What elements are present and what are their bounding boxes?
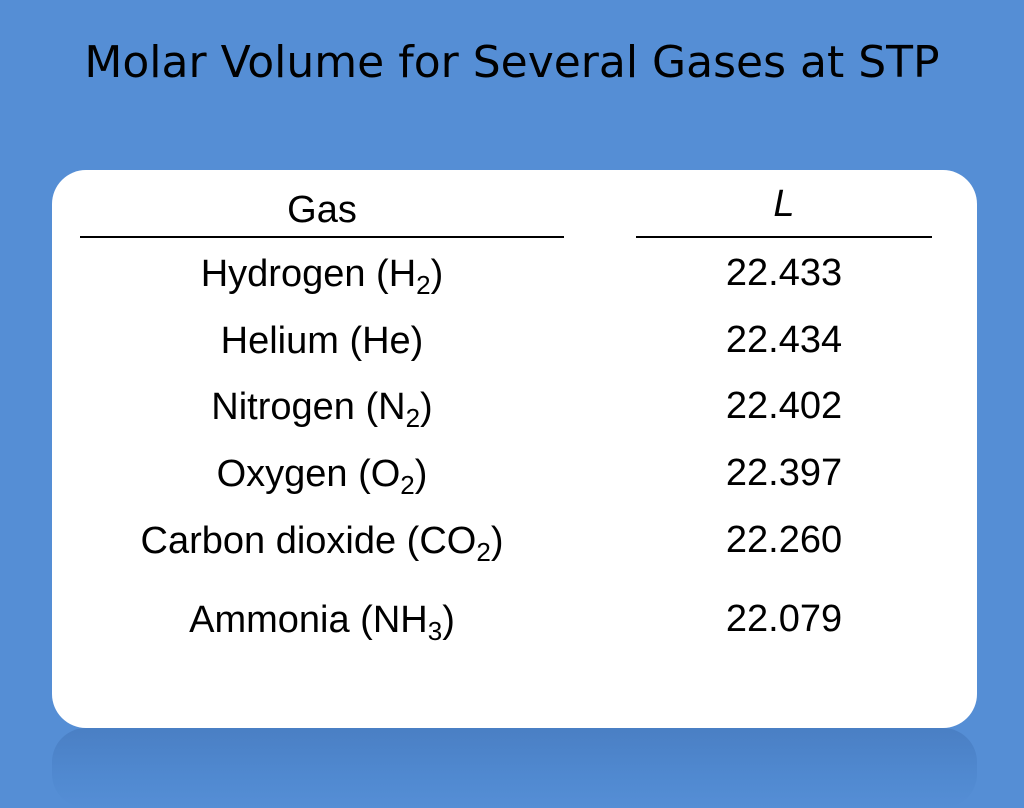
volume-value-oxygen: 22.397 bbox=[725, 452, 843, 494]
volume-value-hydrogen: 22.433 bbox=[725, 252, 843, 294]
gas-name-helium: Helium (He) bbox=[220, 320, 424, 362]
header-rule-gas bbox=[80, 236, 564, 238]
gas-name-hydrogen: Hydrogen (H2) bbox=[200, 253, 444, 300]
column-header-volume: L bbox=[773, 183, 795, 225]
panel-reflection bbox=[52, 728, 977, 808]
header-rule-volume bbox=[636, 236, 932, 238]
gas-name-carbon-dioxide: Carbon dioxide (CO2) bbox=[140, 520, 504, 567]
slide-title: Molar Volume for Several Gases at STP bbox=[84, 37, 940, 88]
table-panel: Gas L Hydrogen (H2) 22.433 Helium (He) 2… bbox=[52, 170, 977, 728]
gas-name-nitrogen: Nitrogen (N2) bbox=[211, 386, 433, 433]
gas-name-ammonia: Ammonia (NH3) bbox=[189, 599, 455, 646]
gas-name-oxygen: Oxygen (O2) bbox=[216, 453, 428, 500]
volume-value-helium: 22.434 bbox=[725, 319, 843, 361]
volume-value-ammonia: 22.079 bbox=[725, 598, 843, 640]
volume-value-carbon-dioxide: 22.260 bbox=[725, 519, 843, 561]
volume-value-nitrogen: 22.402 bbox=[725, 385, 843, 427]
column-header-gas: Gas bbox=[287, 189, 357, 231]
